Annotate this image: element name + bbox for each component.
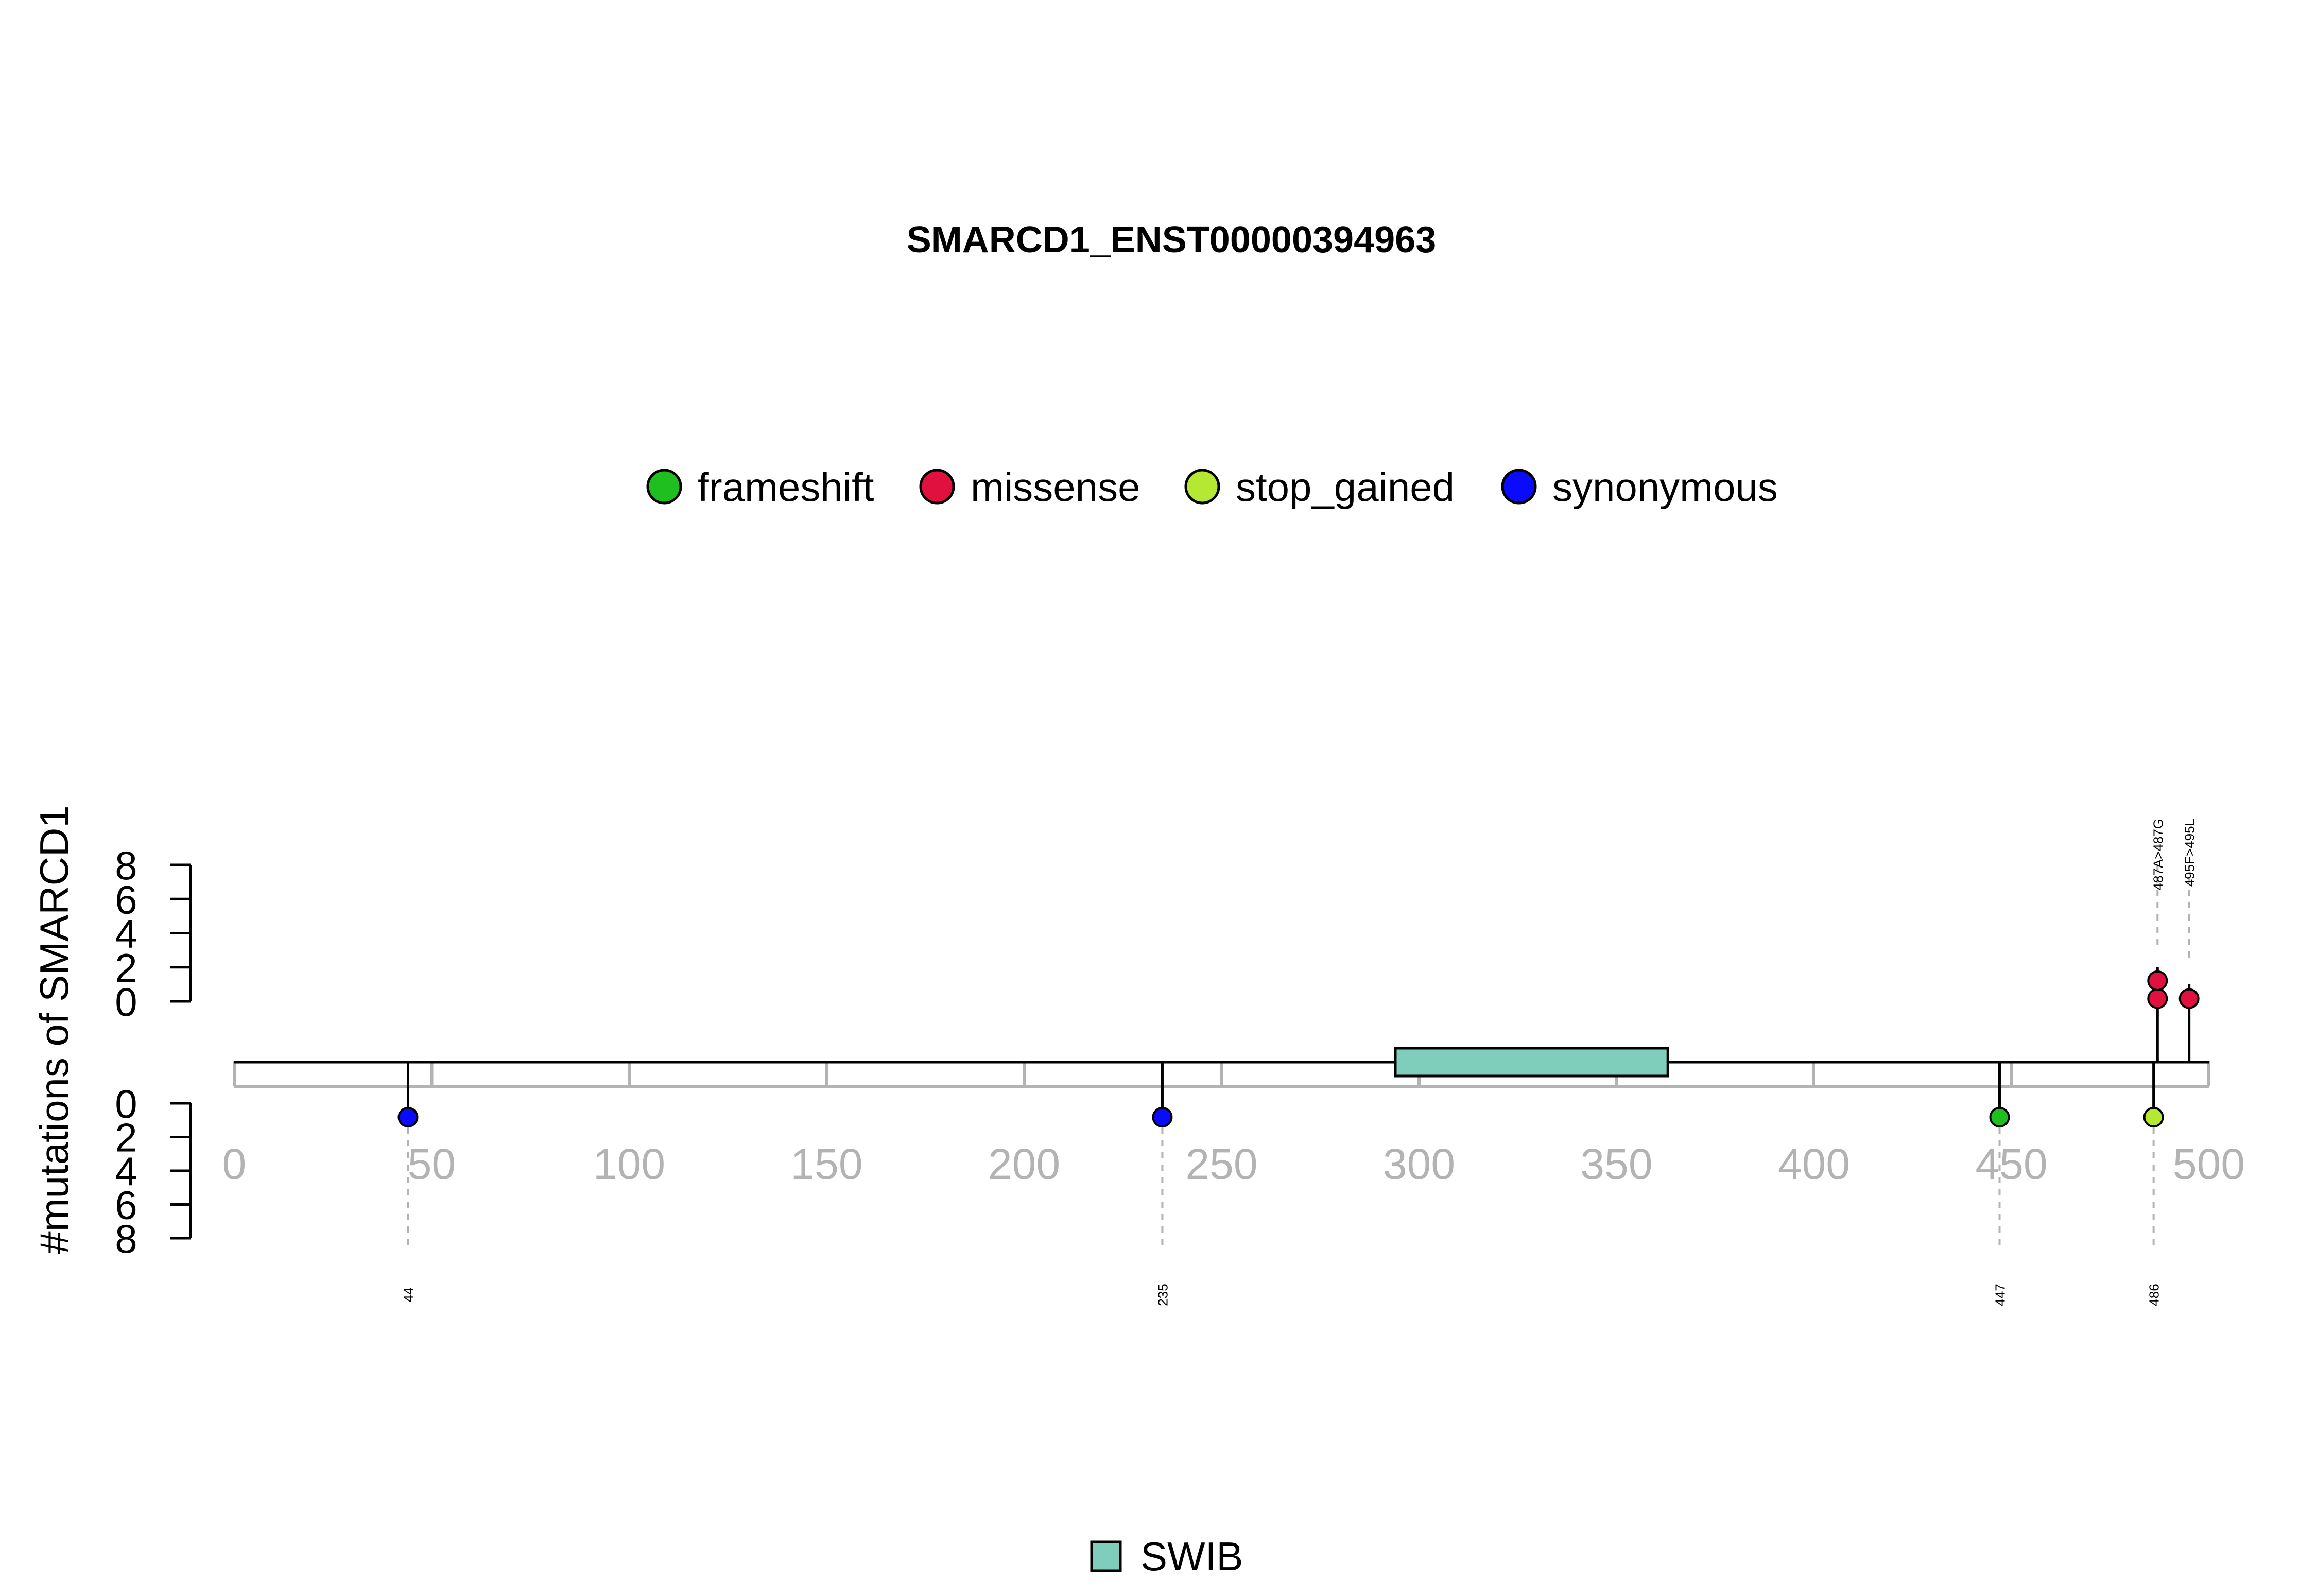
domain-legend-label-SWIB: SWIB [1140,1534,1243,1579]
protein-domains [1394,1047,1669,1078]
legend-label-missense: missense [971,464,1140,510]
mut-label-447: 447 [1992,1283,2008,1306]
chart-title: SMARCD1_ENST00000394963 [907,219,1437,261]
x-tick-label-500: 500 [2173,1140,2245,1188]
lollipops-top: 487A>487G 495F>495L [2147,819,2200,1062]
x-tick-label-300: 300 [1383,1140,1455,1188]
legend-label-frameshift: frameshift [698,464,874,510]
point-top-487-2 [2147,970,2168,991]
legend-marker-missense [919,469,955,505]
x-tick-label-100: 100 [593,1140,665,1188]
y-tick-label-bottom-0: 0 [115,1081,137,1126]
mut-label-235: 235 [1155,1283,1170,1306]
x-tick-label-350: 350 [1580,1140,1652,1188]
domain-SWIB [1394,1047,1669,1078]
x-tick-label-200: 200 [988,1140,1060,1188]
y-tick-label-top-0: 0 [115,979,137,1025]
y-tick-label-top-8: 8 [115,843,137,888]
x-tick-label-50: 50 [408,1140,456,1188]
legend-marker-frameshift [646,469,682,505]
legend-marker-synonymous [1501,469,1537,505]
legend-marker-stop_gained [1184,469,1220,505]
y-tick-label-top-2: 2 [115,945,137,991]
y-tick-label-bottom-4: 4 [115,1149,137,1194]
mut-label-486: 486 [2147,1283,2162,1306]
legend-label-stop_gained: stop_gained [1236,464,1455,510]
x-axis: 0 50 100 150 200 250 300 350 400 450 500 [222,1061,2245,1188]
lollipops-bottom: 44 235 447 486 [397,1062,2164,1306]
point-bottom-44 [397,1107,419,1127]
x-tick-label-150: 150 [790,1140,862,1188]
y-tick-label-top-6: 6 [115,877,137,922]
legend-label-synonymous: synonymous [1552,464,1778,510]
point-top-487-1 [2147,988,2168,1009]
y-tick-label-bottom-6: 6 [115,1183,137,1228]
y-tick-label-bottom-2: 2 [115,1115,137,1160]
point-bottom-486 [2143,1107,2164,1127]
mut-label-44: 44 [401,1288,416,1303]
point-bottom-447 [1989,1107,2010,1127]
mutation-legend: frameshift missense stop_gained synonymous [646,464,1778,510]
mut-label-487: 487A>487G [2150,819,2166,891]
mut-label-495: 495F>495L [2182,819,2198,887]
y-tick-label-bottom-8: 8 [115,1216,137,1261]
domain-legend: SWIB [1090,1534,1243,1579]
x-tick-label-450: 450 [1975,1140,2047,1188]
x-tick-label-250: 250 [1185,1140,1257,1188]
x-tick-label-400: 400 [1778,1140,1850,1188]
domain-legend-swatch-SWIB [1090,1540,1122,1572]
y-tick-label-top-4: 4 [115,911,137,957]
point-top-495-1 [2178,988,2200,1009]
point-bottom-235 [1152,1107,1173,1127]
x-tick-label-0: 0 [222,1140,247,1188]
y-axis-label: #mutations of SMARCD1 [31,805,77,1254]
